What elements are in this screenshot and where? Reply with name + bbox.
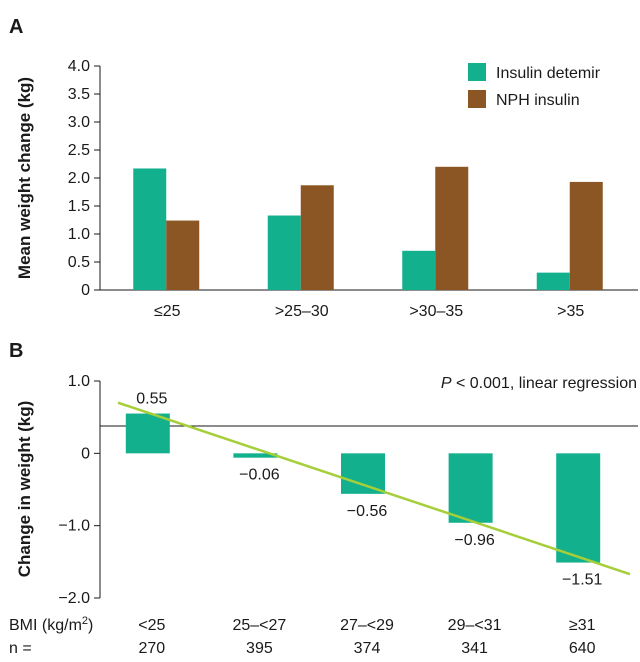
bmi-row-label: BMI (kg/m2) [9,615,93,634]
panel-a-y-axis-label: Mean weight change (kg) [15,77,34,279]
legend-swatch-insulin-detemir [468,63,486,81]
y-tick-label: 2.0 [68,170,90,187]
bar-change-in-weight [556,453,601,563]
bmi-suffix: ) [88,617,93,634]
p-value-text: < 0.001, linear regression [452,375,637,392]
p-value-annotation: P < 0.001, linear regression [441,375,637,392]
data-label: 0.55 [136,391,167,408]
panel-b-bars [125,413,601,563]
p-symbol: P [441,375,452,392]
y-tick-label: 4.0 [68,58,90,75]
y-tick-label: 3.5 [68,86,90,103]
bar-nph-insulin [569,181,603,290]
trend-line [117,401,631,576]
n-value: 341 [461,640,488,657]
panel-b-y-axis-label: Change in weight (kg) [15,401,34,578]
panel-a-legend: Insulin detemir NPH insulin [468,63,601,109]
y-tick-label: 0 [81,445,90,462]
y-tick-label: 2.5 [68,142,90,159]
y-tick-label: 1.5 [68,198,90,215]
n-row-label: n = [9,640,32,657]
panel-a-letter: A [9,16,23,38]
n-value: 640 [569,640,596,657]
panel-b-y-ticks: −2.0 −1.0 0 1.0 [58,373,100,607]
legend-swatch-nph-insulin [468,90,486,108]
y-tick-label: −1.0 [58,518,90,535]
panel-b-letter: B [9,340,23,362]
y-tick-label: −2.0 [58,590,90,607]
y-tick-label: 0 [81,282,90,299]
panel-a-x-ticks: ≤25 >25–30 >30–35 >35 [154,303,584,320]
bmi-category-label: 27–<29 [340,617,394,634]
panel-b-category-footer: <25 270 25–<27 395 27–<29 374 29–<31 341 ≥31 640 [138,617,595,657]
data-label: −0.06 [239,467,280,484]
panel-a-y-ticks: 0 0.5 1.0 1.5 2.0 2.5 3.0 3.5 4.0 [68,58,100,299]
bar-nph-insulin [435,166,469,290]
bar-nph-insulin [300,185,334,290]
bmi-category-label: <25 [138,617,165,634]
data-label: −0.56 [347,503,388,520]
bmi-category-label: ≥31 [569,617,596,634]
bar-insulin-detemir [536,272,570,290]
data-label: −1.51 [562,572,603,589]
bar-insulin-detemir [133,168,167,290]
x-tick-label: >25–30 [275,303,329,320]
panel-a: A Mean weight change (kg) 0 0.5 1.0 1.5 2.0 2… [9,16,638,320]
y-tick-label: 1.0 [68,226,90,243]
bmi-category-label: 29–<31 [448,617,502,634]
data-label: −0.96 [454,532,495,549]
panel-a-bars [133,166,603,290]
bar-nph-insulin [166,220,200,290]
y-tick-label: 1.0 [68,373,90,390]
legend-label-nph-insulin: NPH insulin [496,92,580,109]
x-tick-label: ≤25 [154,303,181,320]
y-tick-label: 3.0 [68,114,90,131]
n-value: 395 [246,640,273,657]
bar-change-in-weight [341,453,385,494]
x-tick-label: >35 [557,303,584,320]
panel-b-value-labels: 0.55 −0.06 −0.56 −0.96 −1.51 [136,391,602,589]
x-tick-label: >30–35 [409,303,463,320]
n-value: 374 [354,640,381,657]
bmi-prefix: BMI (kg/m [9,617,82,634]
y-tick-label: 0.5 [68,254,90,271]
bar-change-in-weight [233,453,278,458]
bar-insulin-detemir [402,250,436,290]
legend-label-insulin-detemir: Insulin detemir [496,65,601,82]
n-value: 270 [138,640,165,657]
bmi-category-label: 25–<27 [232,617,286,634]
bmi-superscript: 2 [82,615,88,627]
bar-change-in-weight [448,453,493,523]
bar-insulin-detemir [267,215,301,290]
panel-b: B Change in weight (kg) −2.0 −1.0 0 1.0 0.5… [9,340,638,657]
bar-change-in-weight [125,413,170,454]
